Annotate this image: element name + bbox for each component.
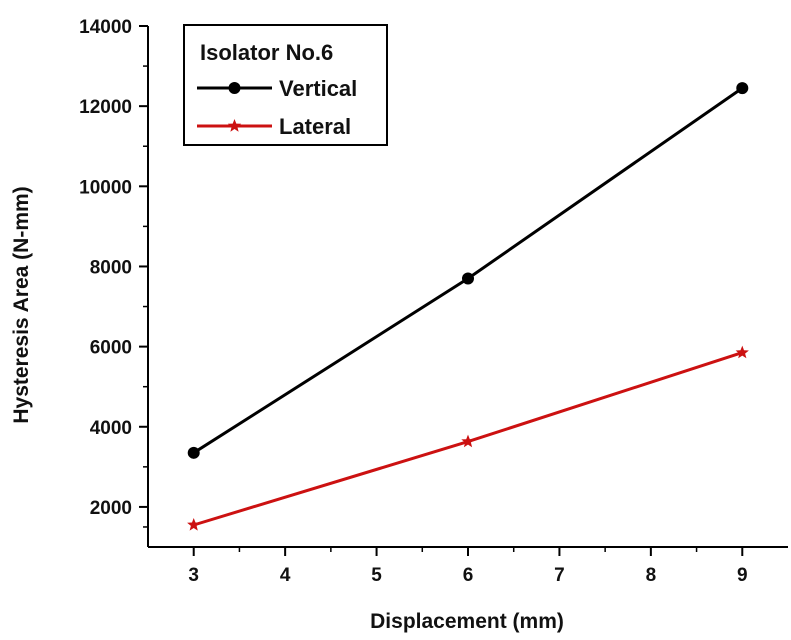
x-tick-label: 8 [646, 565, 657, 586]
data-point-vertical [462, 272, 474, 285]
x-tick-label: 4 [280, 565, 291, 586]
y-tick-label: 10000 [79, 177, 132, 198]
legend-label-vertical: Vertical [279, 76, 357, 101]
data-point-vertical [187, 446, 200, 459]
x-tick-label: 6 [463, 565, 474, 586]
legend-label-lateral: Lateral [279, 114, 351, 139]
y-tick-label: 6000 [90, 338, 132, 359]
legend: Isolator No.6 Vertical Lateral [183, 24, 388, 146]
y-tick-label: 14000 [79, 17, 132, 38]
y-tick-label: 8000 [90, 257, 132, 278]
y-tick-label: 2000 [90, 498, 132, 519]
x-tick-label: 5 [371, 565, 382, 586]
x-tick-label: 3 [188, 565, 199, 586]
data-point-lateral [187, 518, 201, 531]
legend-entries: Vertical Lateral [197, 76, 357, 139]
x-axis-title: Displacement (mm) [370, 610, 564, 633]
x-tick-label: 9 [737, 565, 748, 586]
legend-marker-vertical [228, 82, 241, 94]
data-point-vertical [736, 82, 749, 95]
y-axis-title: Hysteresis Area (N-mm) [10, 186, 33, 423]
data-point-lateral [735, 345, 749, 359]
x-tick-label: 7 [554, 565, 565, 586]
legend-marker-lateral [227, 119, 242, 132]
ticks: 3 4 5 6 7 8 9 2000 4000 6000 8000 10000 12000 14000 [79, 17, 747, 586]
legend-title: Isolator No.6 [200, 40, 333, 65]
data-point-lateral [461, 434, 475, 448]
series [187, 82, 749, 531]
y-tick-label: 12000 [79, 97, 132, 118]
y-tick-label: 4000 [90, 418, 132, 439]
